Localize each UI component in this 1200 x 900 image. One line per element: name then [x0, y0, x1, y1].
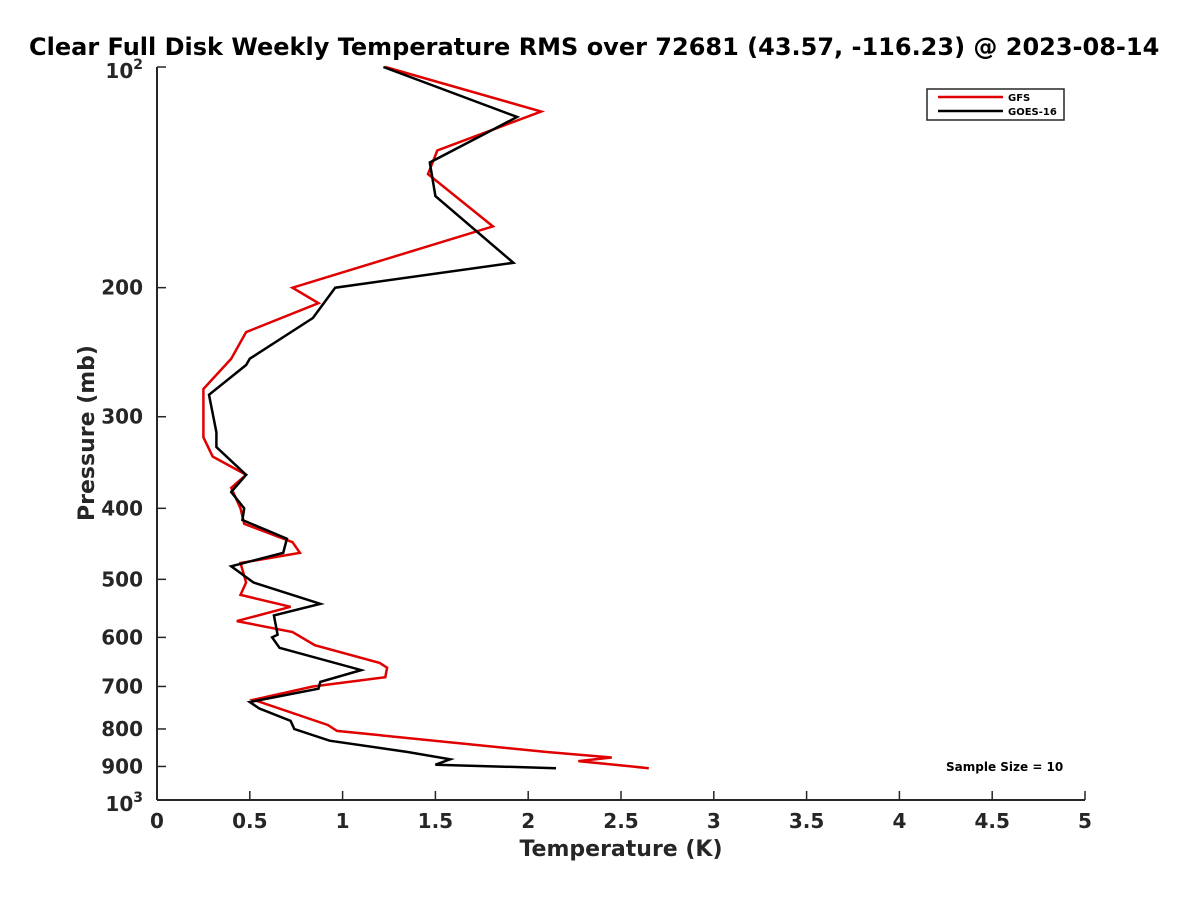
y-tick-label: 103 [105, 790, 143, 816]
y-tick-label: 800 [101, 717, 143, 741]
x-tick-label: 4 [892, 809, 906, 833]
x-tick-label: 3.5 [789, 809, 824, 833]
y-axis-ticks: 102 200 300 400 500 600 700 800 900 103 [101, 57, 166, 816]
x-tick-label: 0.5 [232, 809, 267, 833]
x-axis-ticks: 0 0.5 1 1.5 2 2.5 3 3.5 4 4.5 5 [150, 791, 1092, 833]
sample-size-annotation: Sample Size = 10 [946, 760, 1063, 774]
x-tick-label: 5 [1078, 809, 1092, 833]
x-tick-label: 1 [336, 809, 350, 833]
y-tick-label: 700 [101, 674, 143, 698]
x-tick-label: 3 [707, 809, 721, 833]
x-tick-label: 2 [521, 809, 535, 833]
series-line-gfs [202, 65, 649, 770]
y-tick-label: 400 [101, 496, 143, 520]
x-tick-label: 0 [150, 809, 164, 833]
plot-area: 0 0.5 1 1.5 2 2.5 3 3.5 4 4.5 5 102 200 300 400 500 600… [101, 57, 1092, 833]
legend: GFS GOES-16 [926, 88, 1065, 121]
y-tick-label: 102 [105, 57, 143, 83]
legend-box [926, 88, 1065, 121]
y-tick-label: 500 [101, 567, 143, 591]
x-tick-label: 2.5 [603, 809, 638, 833]
x-axis-label: Temperature (K) [519, 837, 722, 862]
legend-label-goes-16: GOES-16 [1008, 107, 1057, 118]
series-line-goes-16 [207, 65, 557, 770]
y-tick-label: 900 [101, 754, 143, 778]
x-tick-label: 4.5 [974, 809, 1009, 833]
chart-title: Clear Full Disk Weekly Temperature RMS o… [29, 33, 1159, 61]
series-lines [202, 65, 649, 770]
y-tick-label: 600 [101, 625, 143, 649]
y-axis-label: Pressure (mb) [75, 345, 100, 521]
x-tick-label: 1.5 [418, 809, 453, 833]
y-tick-label: 300 [101, 405, 143, 429]
y-tick-label: 200 [101, 276, 143, 300]
legend-label-gfs: GFS [1008, 93, 1030, 104]
